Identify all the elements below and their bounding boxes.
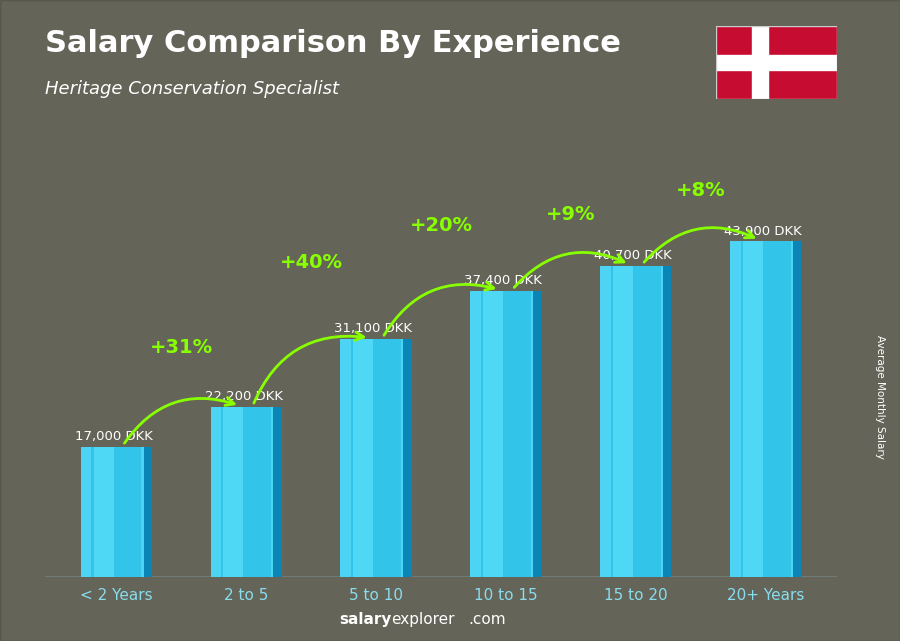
Text: +8%: +8%: [676, 181, 725, 200]
Bar: [793, 242, 801, 577]
Text: 40,700 DKK: 40,700 DKK: [594, 249, 672, 262]
Bar: [533, 291, 542, 577]
Text: +40%: +40%: [280, 253, 343, 272]
Text: explorer: explorer: [392, 612, 455, 627]
Bar: [94, 447, 113, 577]
Text: 43,900 DKK: 43,900 DKK: [724, 224, 802, 238]
Bar: [143, 447, 152, 577]
Bar: [600, 266, 671, 577]
Text: 17,000 DKK: 17,000 DKK: [75, 430, 153, 443]
Bar: [481, 291, 531, 577]
Bar: [274, 407, 282, 577]
Bar: [742, 242, 762, 577]
Text: Average Monthly Salary: Average Monthly Salary: [875, 335, 886, 460]
Bar: [211, 407, 282, 577]
Text: +20%: +20%: [410, 217, 472, 235]
Bar: [223, 407, 243, 577]
Bar: [353, 339, 374, 577]
Bar: [221, 407, 271, 577]
Text: +9%: +9%: [546, 205, 596, 224]
Bar: [613, 266, 633, 577]
Bar: [470, 291, 542, 577]
Text: 22,200 DKK: 22,200 DKK: [204, 390, 283, 403]
Bar: [741, 242, 790, 577]
Bar: [752, 26, 768, 99]
Text: salary: salary: [339, 612, 392, 627]
Bar: [351, 339, 401, 577]
Bar: [81, 447, 152, 577]
Bar: [716, 55, 837, 70]
Text: +31%: +31%: [149, 338, 213, 356]
Bar: [663, 266, 671, 577]
Bar: [483, 291, 503, 577]
Text: Salary Comparison By Experience: Salary Comparison By Experience: [45, 29, 621, 58]
Bar: [611, 266, 661, 577]
Text: 31,100 DKK: 31,100 DKK: [335, 322, 412, 335]
Bar: [340, 339, 412, 577]
Text: .com: .com: [468, 612, 506, 627]
Text: Heritage Conservation Specialist: Heritage Conservation Specialist: [45, 80, 339, 98]
Bar: [730, 242, 801, 577]
Bar: [403, 339, 412, 577]
Text: 37,400 DKK: 37,400 DKK: [464, 274, 543, 287]
Bar: [92, 447, 141, 577]
